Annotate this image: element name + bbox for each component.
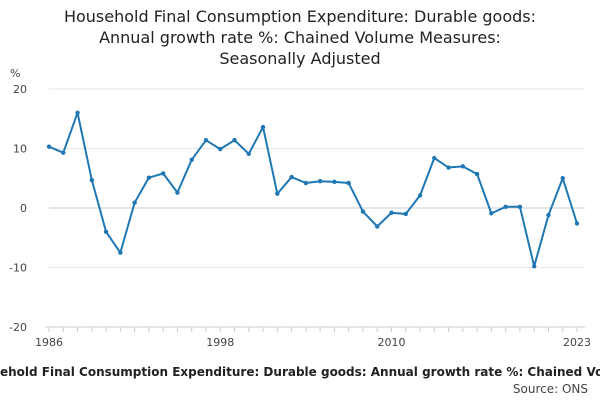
data-point-2010 (389, 210, 394, 215)
data-point-1996 (189, 157, 194, 163)
data-point-2011 (403, 211, 408, 217)
series-line-0 (48, 111, 578, 268)
y-axis-unit-label: % (10, 67, 20, 80)
data-point-2015 (460, 164, 466, 169)
data-point-2009 (375, 224, 380, 229)
legend-caption-text: Household Final Consumption Expenditure:… (0, 365, 600, 379)
data-point-1998 (218, 146, 223, 152)
source-label: Source: ONS (512, 382, 588, 396)
data-point-2001 (260, 124, 266, 130)
data-point-2012 (417, 193, 423, 198)
chart-title-line-3: Seasonally Adjusted (219, 49, 381, 68)
x-tick-label-0: 1986 (35, 336, 63, 349)
data-point-2020 (531, 264, 537, 269)
data-point-1991 (118, 250, 123, 255)
x-tick-label-2: 2010 (377, 336, 405, 349)
x-tick-label-1: 1998 (206, 336, 234, 349)
data-point-1988 (75, 110, 80, 116)
series (46, 110, 580, 269)
chart-title-line-2: Annual growth rate %: Chained Volume Mea… (99, 28, 501, 47)
data-point-2017 (489, 211, 494, 216)
data-point-2006 (332, 179, 337, 185)
data-point-1995 (175, 190, 180, 195)
data-point-2019 (517, 204, 523, 210)
data-point-2005 (317, 179, 323, 184)
data-point-2022 (560, 176, 565, 181)
data-point-2008 (360, 209, 366, 214)
y-tick-label-0: 20 (13, 83, 27, 96)
data-point-2023 (574, 221, 580, 226)
data-point-2003 (289, 174, 294, 180)
legend-caption: Household Final Consumption Expenditure:… (0, 365, 600, 379)
data-point-1989 (89, 177, 95, 183)
y-tick-label-1: 10 (13, 143, 27, 156)
data-point-2018 (503, 204, 508, 210)
data-point-1990 (103, 229, 109, 234)
data-point-2004 (303, 180, 309, 186)
data-point-2016 (474, 171, 480, 177)
data-point-1986 (46, 144, 52, 149)
data-point-1999 (232, 137, 237, 143)
data-point-1994 (160, 171, 166, 176)
data-point-1987 (61, 150, 66, 155)
data-point-2002 (275, 191, 280, 196)
data-point-2013 (432, 155, 437, 161)
chart-title: Household Final Consumption Expenditure:… (0, 6, 600, 69)
y-tick-label-4: -20 (9, 321, 27, 334)
data-point-2021 (546, 212, 551, 218)
data-point-1997 (203, 137, 209, 143)
data-point-1992 (132, 200, 137, 205)
chart-title-line-1: Household Final Consumption Expenditure:… (63, 7, 537, 26)
data-point-2014 (446, 165, 451, 170)
x-tick-label-3: 2023 (563, 336, 591, 349)
y-tick-label-2: 0 (20, 202, 27, 215)
y-tick-label-3: -10 (9, 262, 27, 275)
data-point-2007 (346, 180, 351, 186)
data-point-1993 (146, 175, 152, 180)
data-point-2000 (246, 151, 251, 157)
